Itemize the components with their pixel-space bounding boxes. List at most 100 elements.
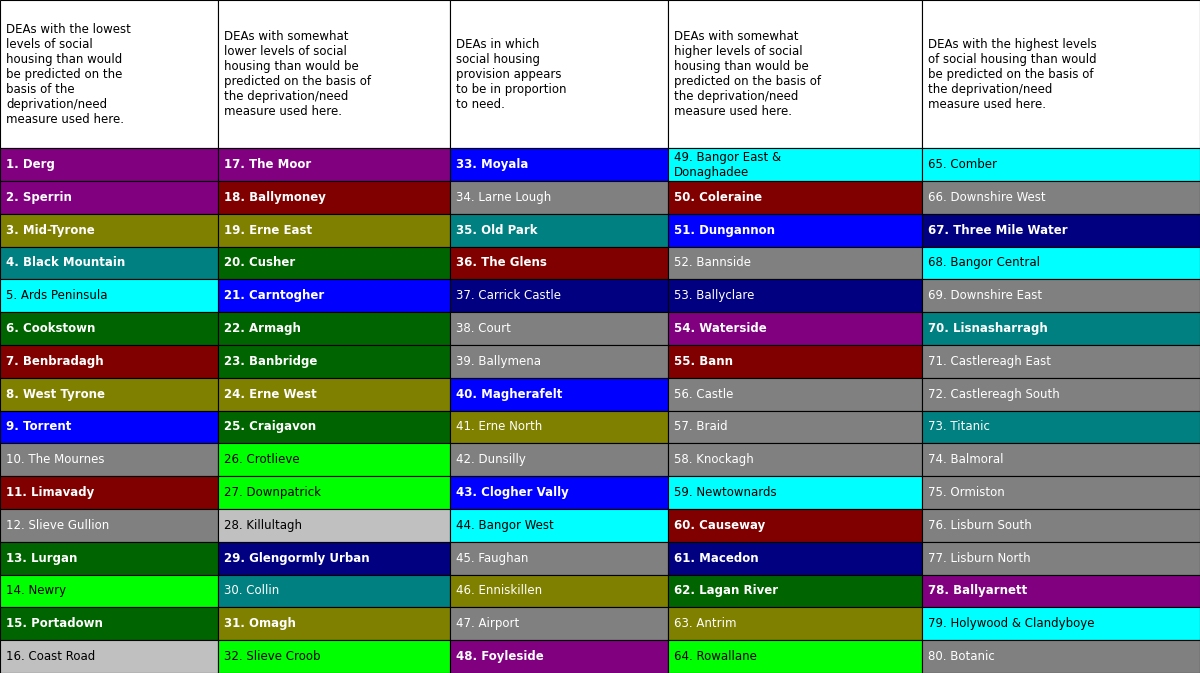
- Text: 62. Lagan River: 62. Lagan River: [674, 584, 779, 598]
- Bar: [0, 608, 218, 640]
- Bar: [450, 246, 668, 279]
- Bar: [922, 181, 1200, 214]
- Bar: [922, 509, 1200, 542]
- Text: 22. Armagh: 22. Armagh: [224, 322, 301, 335]
- Text: 16. Coast Road: 16. Coast Road: [6, 650, 95, 663]
- Text: 43. Clogher Vally: 43. Clogher Vally: [456, 486, 569, 499]
- Bar: [450, 575, 668, 608]
- Bar: [668, 345, 922, 378]
- Text: 19. Erne East: 19. Erne East: [224, 223, 312, 237]
- Text: 55. Bann: 55. Bann: [674, 355, 733, 368]
- Text: 26. Crotlieve: 26. Crotlieve: [224, 454, 300, 466]
- Text: 53. Ballyclare: 53. Ballyclare: [674, 289, 755, 302]
- Bar: [668, 214, 922, 246]
- Bar: [922, 246, 1200, 279]
- Text: 38. Court: 38. Court: [456, 322, 511, 335]
- Bar: [218, 246, 450, 279]
- Bar: [218, 345, 450, 378]
- Text: 72. Castlereagh South: 72. Castlereagh South: [928, 388, 1060, 400]
- Text: 69. Downshire East: 69. Downshire East: [928, 289, 1042, 302]
- Bar: [218, 640, 450, 673]
- Bar: [922, 279, 1200, 312]
- Text: 41. Erne North: 41. Erne North: [456, 421, 542, 433]
- Bar: [668, 411, 922, 444]
- Text: 50. Coleraine: 50. Coleraine: [674, 191, 762, 204]
- Text: 1. Derg: 1. Derg: [6, 158, 55, 171]
- Text: 33. Moyala: 33. Moyala: [456, 158, 528, 171]
- Bar: [218, 181, 450, 214]
- Bar: [218, 378, 450, 411]
- Bar: [450, 312, 668, 345]
- Bar: [922, 476, 1200, 509]
- Text: DEAs with the lowest
levels of social
housing than would
be predicted on the
bas: DEAs with the lowest levels of social ho…: [6, 23, 131, 126]
- Bar: [450, 542, 668, 575]
- Bar: [922, 542, 1200, 575]
- Text: 13. Lurgan: 13. Lurgan: [6, 552, 77, 565]
- Text: 70. Lisnasharragh: 70. Lisnasharragh: [928, 322, 1048, 335]
- Text: 79. Holywood & Clandyboye: 79. Holywood & Clandyboye: [928, 617, 1094, 631]
- Bar: [450, 214, 668, 246]
- Bar: [450, 378, 668, 411]
- Text: 77. Lisburn North: 77. Lisburn North: [928, 552, 1030, 565]
- Text: 76. Lisburn South: 76. Lisburn South: [928, 519, 1031, 532]
- Text: 6. Cookstown: 6. Cookstown: [6, 322, 95, 335]
- Text: 39. Ballymena: 39. Ballymena: [456, 355, 541, 368]
- Text: 8. West Tyrone: 8. West Tyrone: [6, 388, 106, 400]
- Text: 2. Sperrin: 2. Sperrin: [6, 191, 72, 204]
- Text: 80. Botanic: 80. Botanic: [928, 650, 995, 663]
- Bar: [922, 214, 1200, 246]
- Bar: [0, 312, 218, 345]
- Text: 34. Larne Lough: 34. Larne Lough: [456, 191, 551, 204]
- Bar: [218, 509, 450, 542]
- Bar: [668, 444, 922, 476]
- Text: 5. Ards Peninsula: 5. Ards Peninsula: [6, 289, 108, 302]
- Bar: [0, 246, 218, 279]
- Text: 61. Macedon: 61. Macedon: [674, 552, 758, 565]
- Bar: [668, 0, 922, 148]
- Text: 71. Castlereagh East: 71. Castlereagh East: [928, 355, 1050, 368]
- Text: 9. Torrent: 9. Torrent: [6, 421, 71, 433]
- Bar: [450, 509, 668, 542]
- Text: 64. Rowallane: 64. Rowallane: [674, 650, 757, 663]
- Bar: [218, 312, 450, 345]
- Bar: [218, 279, 450, 312]
- Bar: [922, 0, 1200, 148]
- Text: 47. Airport: 47. Airport: [456, 617, 520, 631]
- Bar: [218, 214, 450, 246]
- Bar: [668, 509, 922, 542]
- Text: 21. Carntogher: 21. Carntogher: [224, 289, 325, 302]
- Text: 32. Slieve Croob: 32. Slieve Croob: [224, 650, 320, 663]
- Bar: [450, 411, 668, 444]
- Bar: [450, 279, 668, 312]
- Bar: [450, 345, 668, 378]
- Text: 7. Benbradagh: 7. Benbradagh: [6, 355, 103, 368]
- Bar: [218, 542, 450, 575]
- Text: DEAs with somewhat
higher levels of social
housing than would be
predicted on th: DEAs with somewhat higher levels of soci…: [674, 30, 821, 118]
- Text: 68. Bangor Central: 68. Bangor Central: [928, 256, 1039, 269]
- Bar: [450, 476, 668, 509]
- Bar: [668, 279, 922, 312]
- Bar: [218, 444, 450, 476]
- Text: 75. Ormiston: 75. Ormiston: [928, 486, 1004, 499]
- Bar: [218, 476, 450, 509]
- Text: 78. Ballyarnett: 78. Ballyarnett: [928, 584, 1027, 598]
- Bar: [0, 542, 218, 575]
- Bar: [922, 378, 1200, 411]
- Text: 12. Slieve Gullion: 12. Slieve Gullion: [6, 519, 109, 532]
- Text: 27. Downpatrick: 27. Downpatrick: [224, 486, 322, 499]
- Bar: [450, 640, 668, 673]
- Text: 28. Killultagh: 28. Killultagh: [224, 519, 302, 532]
- Text: 23. Banbridge: 23. Banbridge: [224, 355, 318, 368]
- Text: 15. Portadown: 15. Portadown: [6, 617, 103, 631]
- Text: 66. Downshire West: 66. Downshire West: [928, 191, 1045, 204]
- Text: 51. Dungannon: 51. Dungannon: [674, 223, 775, 237]
- Bar: [218, 0, 450, 148]
- Text: 49. Bangor East &
Donaghadee: 49. Bangor East & Donaghadee: [674, 151, 781, 178]
- Bar: [0, 575, 218, 608]
- Bar: [450, 608, 668, 640]
- Bar: [0, 509, 218, 542]
- Bar: [668, 542, 922, 575]
- Bar: [668, 608, 922, 640]
- Text: DEAs with somewhat
lower levels of social
housing than would be
predicted on the: DEAs with somewhat lower levels of socia…: [224, 30, 371, 118]
- Text: 54. Waterside: 54. Waterside: [674, 322, 767, 335]
